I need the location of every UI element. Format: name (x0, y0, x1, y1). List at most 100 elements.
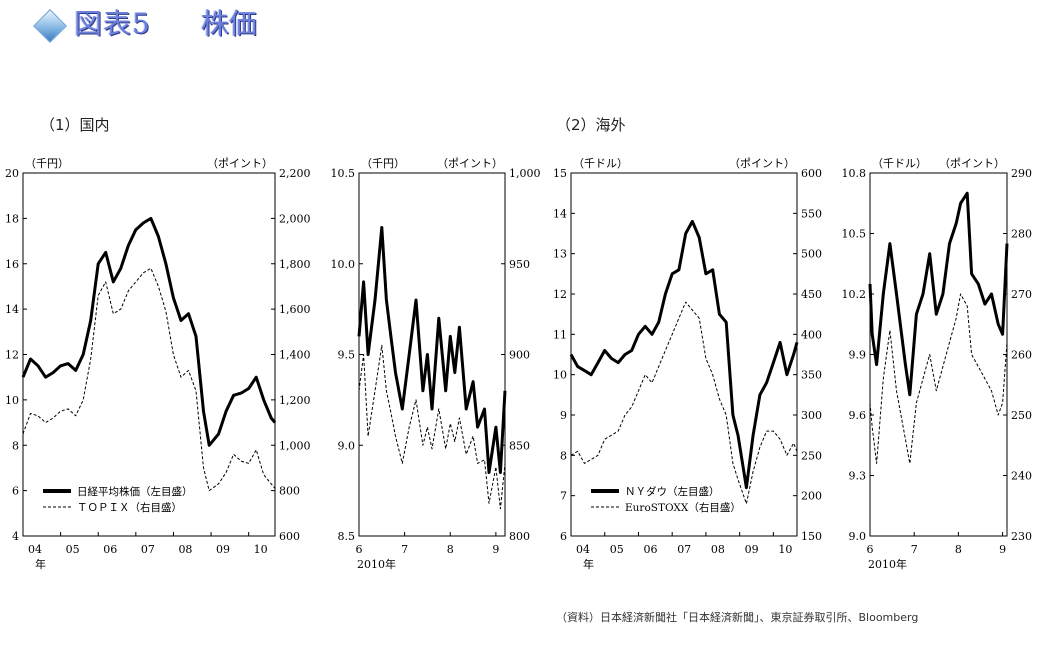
x-axis-unit-label: 年 (35, 557, 46, 571)
x-axis-unit-label: 2010年 (868, 557, 907, 571)
y-tick-label-right: 600 (801, 167, 822, 180)
y-axis-label-left: （千円） (25, 157, 69, 170)
y-tick-label-left: 9.0 (338, 439, 356, 452)
y-tick-label-right: 800 (279, 485, 300, 498)
y-tick-label-left: 14 (5, 303, 19, 316)
y-tick-label-left: 9 (560, 409, 567, 422)
y-tick-label-left: 6 (12, 485, 19, 498)
y-tick-label-right: 900 (509, 349, 530, 362)
x-tick-label: 9 (999, 543, 1006, 556)
y-tick-label-right: 600 (279, 530, 300, 543)
y-axis-label-right: （ポイント） (729, 157, 795, 170)
y-tick-label-right: 500 (801, 248, 822, 261)
y-tick-label-right: 1,000 (509, 167, 541, 180)
figure-title: 株価 (200, 7, 257, 40)
y-tick-label-right: 200 (801, 490, 822, 503)
y-tick-label-right: 250 (1011, 409, 1032, 422)
x-tick-label: 07 (141, 543, 155, 556)
series-line-dashed (358, 344, 506, 510)
y-tick-label-right: 260 (1011, 349, 1032, 362)
x-tick-label: 07 (677, 543, 691, 556)
legend-label: ＮＹダウ（左目盛） (625, 485, 720, 498)
section-label-domestic: （1）国内 (40, 116, 110, 134)
series-line-solid (569, 219, 799, 490)
y-tick-label-left: 6 (560, 530, 567, 543)
legend-label: 日経平均株価（左目盛） (77, 485, 193, 498)
legend-label: EuroSTOXX（右目盛） (625, 501, 741, 514)
y-tick-label-left: 10.2 (842, 288, 867, 301)
series-line-dashed (570, 301, 798, 505)
x-axis-unit-label: 2010年 (357, 557, 396, 571)
x-tick-label: 6 (867, 543, 874, 556)
x-tick-label: 06 (103, 543, 117, 556)
y-axis-label-left: （千円） (361, 157, 405, 170)
x-axis-unit-label: 年 (583, 557, 594, 571)
legend-label: ＴＯＰＩＸ（右目盛） (77, 501, 182, 514)
y-tick-label-left: 8.5 (338, 530, 356, 543)
series-line-solid (868, 191, 1009, 397)
x-tick-label: 8 (447, 543, 454, 556)
y-tick-label-right: 2,000 (279, 212, 311, 225)
y-tick-label-left: 9.0 (849, 530, 867, 543)
y-tick-label-right: 300 (801, 409, 822, 422)
y-tick-label-left: 9.3 (849, 470, 867, 483)
section-label-overseas: （2）海外 (556, 116, 626, 134)
x-tick-label: 10 (778, 543, 792, 556)
x-tick-label: 08 (178, 543, 192, 556)
series-line-solid (21, 216, 277, 447)
y-tick-label-left: 10 (553, 369, 567, 382)
x-tick-label: 05 (66, 543, 80, 556)
y-tick-label-right: 400 (801, 328, 822, 341)
y-tick-label-left: 11 (553, 328, 567, 341)
x-tick-label: 6 (356, 543, 363, 556)
y-tick-label-left: 12 (5, 349, 19, 362)
y-tick-label-left: 8 (12, 439, 19, 452)
y-tick-label-left: 7 (560, 490, 567, 503)
y-tick-label-right: 1,600 (279, 303, 311, 316)
y-tick-label-left: 10.0 (331, 258, 356, 271)
y-tick-label-right: 150 (801, 530, 822, 543)
x-tick-label: 04 (576, 543, 590, 556)
x-tick-label: 9 (492, 543, 499, 556)
series-line-dashed (869, 293, 1008, 464)
x-tick-label: 05 (610, 543, 624, 556)
y-tick-label-right: 240 (1011, 470, 1032, 483)
y-tick-label-right: 1,800 (279, 258, 311, 271)
y-tick-label-left: 10 (5, 394, 19, 407)
y-tick-label-right: 290 (1011, 167, 1032, 180)
figure-number: 図表5 (74, 7, 151, 40)
y-tick-label-right: 270 (1011, 288, 1032, 301)
y-axis-label-right: （ポイント） (207, 157, 273, 170)
x-tick-label: 09 (216, 543, 230, 556)
plot-frame (22, 172, 276, 537)
x-tick-label: 04 (28, 543, 42, 556)
y-tick-label-left: 14 (553, 207, 567, 220)
y-tick-label-right: 850 (509, 439, 530, 452)
x-tick-label: 7 (401, 543, 408, 556)
plot-frame (570, 172, 798, 537)
y-tick-label-left: 10.8 (842, 167, 867, 180)
y-tick-label-right: 280 (1011, 228, 1032, 241)
x-tick-label: 09 (745, 543, 759, 556)
y-tick-label-left: 16 (5, 258, 19, 271)
page-header: 図表5 株価 (30, 2, 257, 43)
y-tick-label-right: 350 (801, 369, 822, 382)
series-line-solid (357, 226, 507, 474)
y-tick-label-left: 9.6 (849, 409, 867, 422)
y-tick-label-left: 20 (5, 167, 19, 180)
y-axis-label-right: （ポイント） (437, 157, 503, 170)
y-tick-label-right: 450 (801, 288, 822, 301)
x-tick-label: 7 (911, 543, 918, 556)
y-tick-label-left: 18 (5, 212, 19, 225)
y-tick-label-right: 1,000 (279, 439, 311, 452)
y-tick-label-left: 8 (560, 449, 567, 462)
y-tick-label-right: 950 (509, 258, 530, 271)
y-tick-label-right: 1,400 (279, 349, 311, 362)
x-tick-label: 8 (955, 543, 962, 556)
y-axis-label-left: （千ドル） (573, 157, 628, 170)
x-tick-label: 10 (254, 543, 268, 556)
y-tick-label-left: 9.5 (338, 349, 356, 362)
y-tick-label-left: 9.9 (849, 349, 867, 362)
y-tick-label-right: 250 (801, 449, 822, 462)
y-tick-label-left: 10.5 (331, 167, 356, 180)
